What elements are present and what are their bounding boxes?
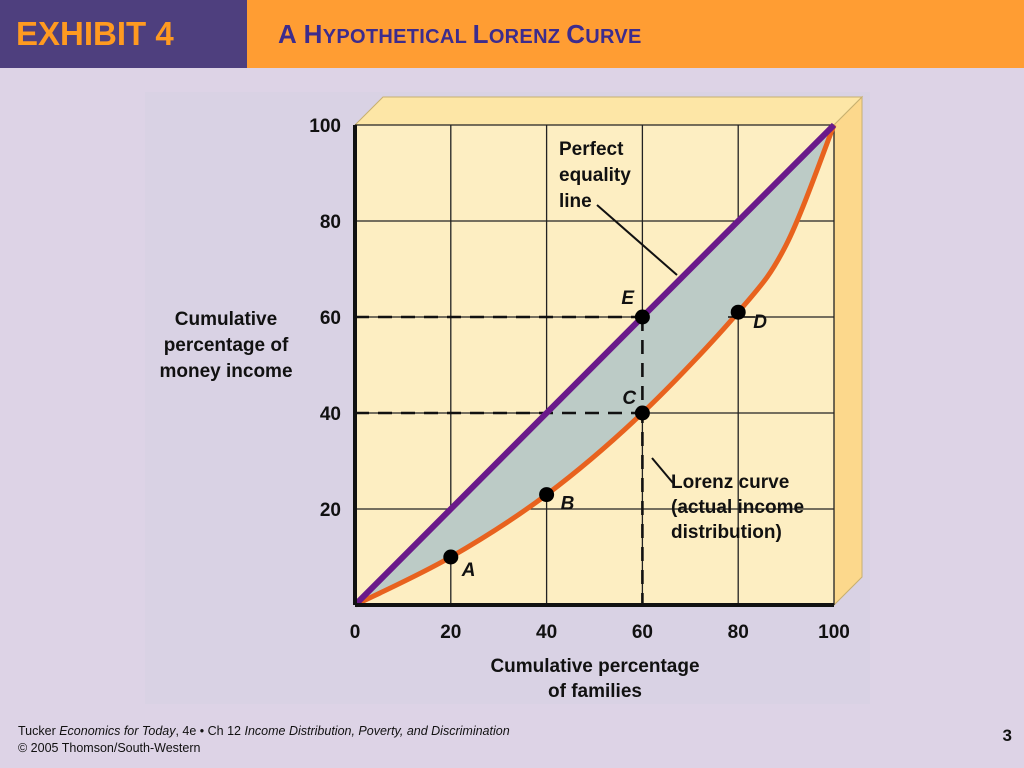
x-axis-label-line: of families	[548, 681, 642, 702]
lorenz-leader-line	[651, 457, 674, 484]
data-point-e	[634, 309, 650, 325]
lorenz-annotation-line: distribution)	[671, 522, 782, 543]
plot-top-face	[353, 96, 864, 126]
exhibit-label: EXHIBIT 4	[0, 0, 247, 68]
chart-panel: A B C D E 20 40 60 80 100 0 20 40 60 80 100 Cumulative pe…	[145, 92, 870, 704]
equality-annotation-line: Perfect	[559, 139, 624, 160]
x-tick-label: 60	[632, 622, 653, 643]
slide-title: A HYPOTHETICAL LORENZ CURVE	[247, 0, 1024, 68]
equality-annotation-line: equality	[559, 165, 631, 186]
title-part: L	[472, 19, 489, 49]
lorenz-annotation-line: Lorenz curve	[671, 472, 789, 493]
title-part: C	[566, 19, 586, 49]
y-axis-label-line: Cumulative	[175, 309, 277, 330]
plot-side-face	[833, 95, 863, 607]
equality-leader-line	[596, 204, 678, 276]
title-part: A H	[278, 19, 323, 49]
footer-edition: , 4e • Ch 12	[175, 724, 245, 738]
y-tick-label: 60	[320, 308, 341, 329]
data-point-c	[634, 405, 650, 421]
title-part: URVE	[585, 26, 642, 48]
point-label-b: B	[561, 494, 575, 515]
y-tick-label: 100	[309, 116, 341, 137]
y-tick-label: 80	[320, 212, 341, 233]
equality-line	[352, 122, 837, 608]
x-tick-label: 40	[536, 622, 557, 643]
footer-book: Economics for Today	[59, 724, 176, 738]
x-tick-label: 100	[818, 622, 850, 643]
title-part: YPOTHETICAL	[322, 26, 473, 48]
footer-copyright: © 2005 Thomson/South-Western	[18, 741, 201, 755]
y-axis-label-line: money income	[159, 361, 292, 382]
x-tick-label: 0	[350, 622, 361, 643]
lorenz-annotation-line: (actual income	[671, 497, 804, 518]
x-tick-label: 20	[440, 622, 461, 643]
footer-chapter: Income Distribution, Poverty, and Discri…	[244, 724, 510, 738]
footer-citation: Tucker Economics for Today, 4e • Ch 12 I…	[18, 724, 510, 738]
title-part: ORENZ	[488, 26, 567, 48]
data-point-b	[539, 487, 555, 503]
point-label-c: C	[622, 388, 636, 409]
x-axis-label-line: Cumulative percentage	[490, 656, 699, 677]
x-tick-label: 80	[728, 622, 749, 643]
data-point-d	[730, 304, 746, 320]
y-tick-label: 20	[320, 500, 341, 521]
equality-annotation-line: line	[559, 191, 592, 212]
y-tick-label: 40	[320, 404, 341, 425]
lorenz-chart: A B C D E 20 40 60 80 100 0 20 40 60 80 100 Cumulative pe…	[159, 95, 864, 702]
point-label-d: D	[753, 312, 767, 333]
data-point-a	[443, 549, 459, 565]
page-number: 3	[1002, 726, 1012, 745]
footer-author: Tucker	[18, 724, 60, 738]
y-axis-label-line: percentage of	[164, 335, 289, 356]
point-label-e: E	[621, 288, 635, 309]
point-label-a: A	[461, 560, 476, 581]
